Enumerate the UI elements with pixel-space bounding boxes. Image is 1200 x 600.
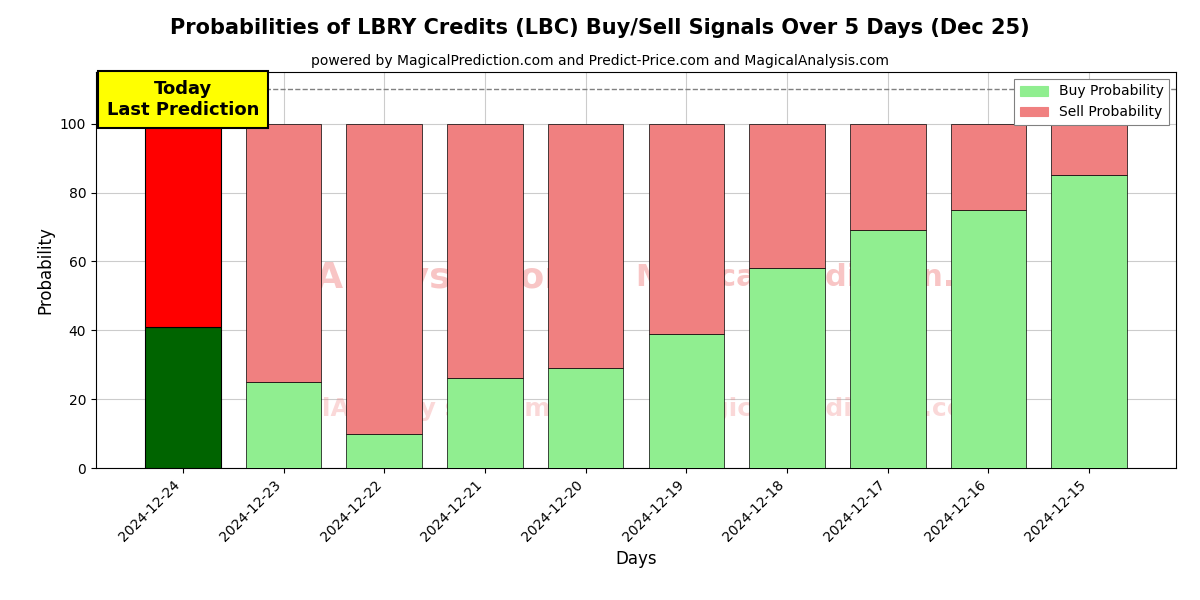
Y-axis label: Probability: Probability [36,226,54,314]
Bar [648,334,724,468]
Bar [448,379,523,468]
Bar [950,210,1026,468]
Bar [648,124,724,334]
Bar [448,124,523,379]
Bar [850,124,925,230]
Bar [246,382,322,468]
Text: Today
Last Prediction: Today Last Prediction [107,80,259,119]
X-axis label: Days: Days [616,550,656,568]
Bar [1051,175,1127,468]
Text: Probabilities of LBRY Credits (LBC) Buy/Sell Signals Over 5 Days (Dec 25): Probabilities of LBRY Credits (LBC) Buy/… [170,18,1030,38]
Bar [145,124,221,327]
Bar [347,124,422,434]
Text: calA n a ly sis.com: calA n a ly sis.com [289,397,551,421]
Bar [1051,124,1127,175]
Bar [548,124,624,368]
Text: calAnalysis.com: calAnalysis.com [258,261,582,295]
Bar [246,124,322,382]
Bar [850,230,925,468]
Bar [347,434,422,468]
Bar [548,368,624,468]
Bar [145,327,221,468]
Text: MagicalPrediction.com: MagicalPrediction.com [635,263,1026,292]
Text: MagicalPrediction.com: MagicalPrediction.com [670,397,991,421]
Bar [749,268,824,468]
Bar [950,124,1026,210]
Legend: Buy Probability, Sell Probability: Buy Probability, Sell Probability [1014,79,1169,125]
Text: powered by MagicalPrediction.com and Predict-Price.com and MagicalAnalysis.com: powered by MagicalPrediction.com and Pre… [311,54,889,68]
Bar [749,124,824,268]
